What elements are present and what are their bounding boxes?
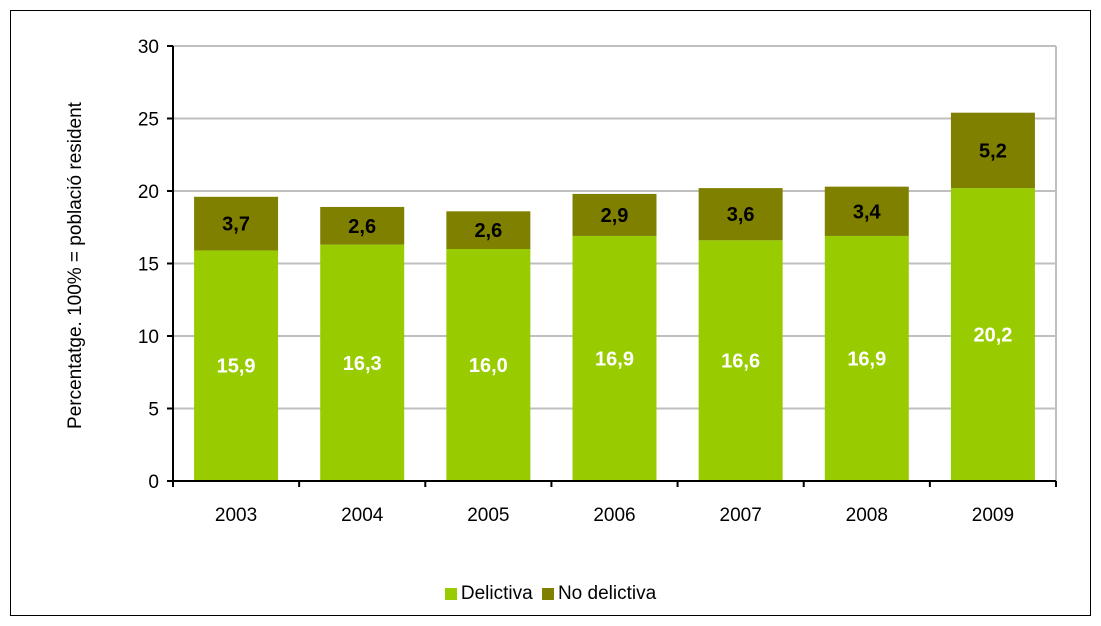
data-label-no-delictiva-2006: 2,9 [601, 205, 629, 227]
x-tick-label-2008: 2008 [846, 505, 888, 526]
y-tick-label-25: 25 [138, 110, 159, 131]
data-label-delictiva-2003: 15,9 [217, 356, 256, 378]
bar-no-delictiva-2003 [194, 196, 279, 251]
data-label-delictiva-2004: 16,3 [343, 353, 382, 375]
data-label-no-delictiva-2005: 2,6 [474, 220, 502, 242]
bar-delictiva-2007 [698, 240, 783, 481]
x-tick-label-2005: 2005 [467, 505, 509, 526]
data-label-delictiva-2005: 16,0 [469, 355, 508, 377]
data-label-no-delictiva-2004: 2,6 [348, 216, 376, 238]
bar-delictiva-2005 [446, 249, 531, 481]
bar-no-delictiva-2005 [446, 211, 531, 249]
legend: Delictiva No delictiva [0, 583, 1101, 606]
data-label-no-delictiva-2003: 3,7 [222, 214, 250, 236]
bar-no-delictiva-2009 [950, 112, 1035, 189]
legend-swatch-delictiva [444, 588, 457, 600]
data-label-no-delictiva-2008: 3,4 [853, 201, 882, 223]
bar-delictiva-2004 [320, 244, 405, 481]
legend-label-no-delictiva: No delictiva [557, 583, 657, 604]
bar-no-delictiva-2004 [320, 206, 405, 245]
data-label-no-delictiva-2009: 5,2 [979, 140, 1007, 162]
y-tick-label-5: 5 [148, 400, 159, 421]
y-tick-label-20: 20 [138, 182, 159, 203]
bar-no-delictiva-2006 [572, 193, 657, 236]
bar-delictiva-2003 [194, 250, 279, 481]
bar-delictiva-2006 [572, 235, 657, 481]
data-label-no-delictiva-2007: 3,6 [727, 204, 755, 226]
y-tick-label-10: 10 [138, 327, 159, 348]
bar-delictiva-2008 [824, 235, 909, 481]
x-tick-label-2007: 2007 [720, 505, 762, 526]
legend-label-delictiva: Delictiva [460, 583, 533, 604]
chart-frame: 15,9 3,7 2003 16,3 2,6 2004 16,0 2,6 2005 16,9 2,9… [10, 10, 1091, 616]
y-tick-label-30: 30 [138, 37, 159, 58]
bar-delictiva-2009 [950, 188, 1035, 481]
legend-swatch-no-delictiva [541, 588, 554, 600]
bar-no-delictiva-2008 [824, 186, 909, 236]
x-tick-label-2009: 2009 [972, 505, 1014, 526]
legend-item-no-delictiva: No delictiva [541, 583, 657, 605]
data-label-delictiva-2007: 16,6 [721, 351, 760, 373]
data-label-delictiva-2009: 20,2 [973, 325, 1012, 347]
y-tick-label-15: 15 [138, 255, 159, 276]
x-tick-label-2004: 2004 [341, 505, 384, 526]
data-label-delictiva-2008: 16,9 [847, 348, 886, 370]
y-tick-label-0: 0 [148, 472, 159, 493]
stacked-bar-chart: 15,93,7200316,32,6200416,02,6200516,92,9… [65, 37, 1057, 526]
x-tick-label-2006: 2006 [593, 505, 635, 526]
x-tick-label-2003: 2003 [215, 505, 257, 526]
data-label-delictiva-2006: 16,9 [595, 348, 634, 370]
legend-item-delictiva: Delictiva [444, 583, 533, 605]
bar-no-delictiva-2007 [698, 188, 783, 241]
y-axis-title: Percentatge. 100% = població resident [65, 101, 86, 429]
